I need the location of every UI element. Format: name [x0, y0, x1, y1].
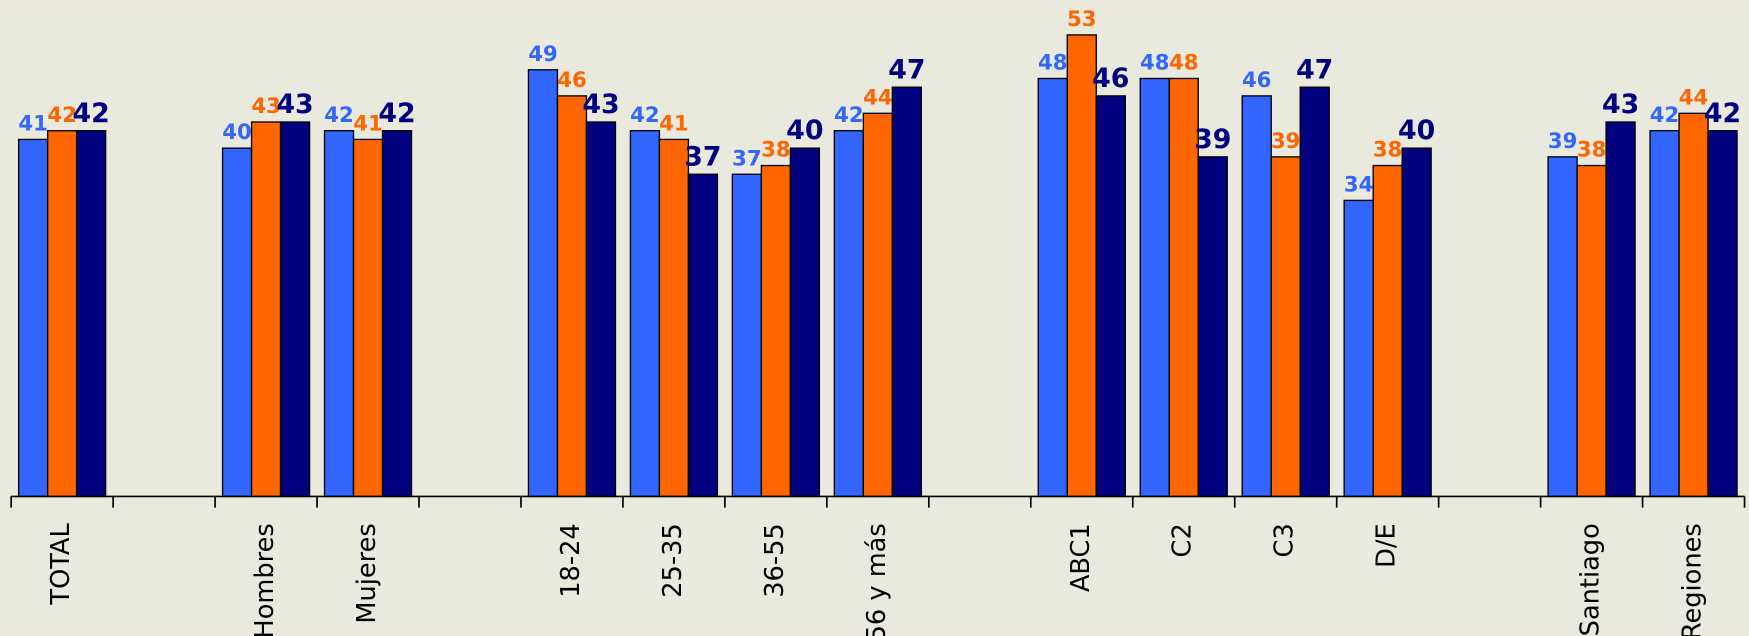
value-label: 49 [528, 41, 558, 66]
bar [323, 130, 355, 498]
x-tick-label: Santiago [1576, 523, 1606, 636]
bar [1547, 156, 1578, 498]
x-tick-label: 18-24 [556, 523, 586, 598]
value-label: 48 [1169, 50, 1199, 75]
bar [381, 130, 413, 498]
x-tick-label: TOTAL [46, 523, 76, 606]
bar [760, 164, 792, 498]
bar [1197, 156, 1228, 498]
value-label: 48 [1140, 50, 1170, 75]
bar [221, 147, 253, 498]
value-label: 40 [1398, 115, 1435, 146]
x-tick-label: 36-55 [760, 523, 790, 598]
bar [585, 121, 617, 498]
value-label: 42 [1650, 102, 1680, 127]
value-label: 43 [582, 89, 619, 120]
value-label: 43 [251, 93, 281, 118]
bar [1605, 121, 1636, 498]
bar [731, 173, 763, 498]
value-label: 42 [630, 102, 659, 127]
x-tick-label: D/E [1372, 523, 1402, 568]
value-label: 42 [47, 102, 77, 127]
bar [1139, 77, 1170, 498]
bar [1372, 164, 1403, 498]
bar [527, 69, 559, 498]
value-label: 40 [786, 115, 823, 146]
value-label: 46 [1242, 67, 1272, 92]
value-label: 37 [732, 145, 761, 170]
value-label: 53 [1067, 6, 1096, 31]
value-label: 34 [1344, 171, 1374, 196]
bar [250, 121, 282, 498]
value-label: 37 [684, 141, 721, 172]
bar [1343, 199, 1374, 498]
value-label: 39 [1194, 124, 1231, 155]
bar [1066, 34, 1097, 498]
value-label: 39 [1271, 128, 1301, 153]
value-label: 38 [1577, 137, 1607, 162]
bar [1037, 77, 1068, 498]
x-tick-label: C2 [1168, 523, 1198, 557]
bar [352, 138, 384, 498]
x-tick-label: C3 [1270, 523, 1300, 557]
x-tick-label: 25-35 [658, 523, 688, 598]
bar [46, 130, 78, 498]
value-label: 41 [353, 111, 383, 136]
bar [1576, 164, 1607, 498]
value-label: 40 [222, 119, 252, 144]
value-label: 42 [1704, 98, 1741, 129]
value-label: 43 [1602, 89, 1639, 120]
x-tick-label: Hombres [250, 523, 280, 636]
bar [687, 173, 719, 498]
value-label: 41 [18, 111, 47, 136]
value-label: 43 [276, 89, 313, 120]
bar [1678, 112, 1709, 498]
bar [1401, 147, 1432, 498]
bar [862, 112, 894, 498]
bar [1299, 86, 1330, 498]
value-label: 47 [1296, 54, 1333, 85]
value-label: 39 [1548, 128, 1578, 153]
value-label: 42 [324, 102, 354, 127]
value-label: 42 [378, 98, 415, 129]
x-tick-label: 56 y más [862, 523, 892, 636]
x-tick-label: ABC1 [1066, 523, 1096, 592]
bar [1241, 95, 1272, 498]
value-label: 41 [659, 111, 688, 136]
x-tick-label: Regiones [1678, 523, 1708, 636]
value-label: 42 [73, 98, 110, 129]
value-label: 38 [761, 137, 790, 162]
bar [17, 138, 49, 498]
value-label: 44 [1679, 84, 1709, 109]
bar [891, 86, 923, 498]
value-label: 42 [834, 102, 863, 127]
value-label: 46 [557, 67, 586, 92]
value-label: 48 [1038, 50, 1067, 75]
bar [658, 138, 690, 498]
bar [1270, 156, 1301, 498]
bar [279, 121, 311, 498]
bar [833, 130, 865, 498]
bar [1095, 95, 1126, 498]
bar [1707, 130, 1738, 498]
value-label: 38 [1373, 137, 1403, 162]
bar [75, 130, 107, 498]
bar [789, 147, 821, 498]
value-label: 47 [888, 54, 925, 85]
value-label: 44 [863, 84, 892, 109]
bar [629, 130, 661, 498]
bar [556, 95, 588, 498]
x-tick-label: Mujeres [352, 523, 382, 623]
value-label: 46 [1092, 63, 1129, 94]
bar [1649, 130, 1680, 498]
